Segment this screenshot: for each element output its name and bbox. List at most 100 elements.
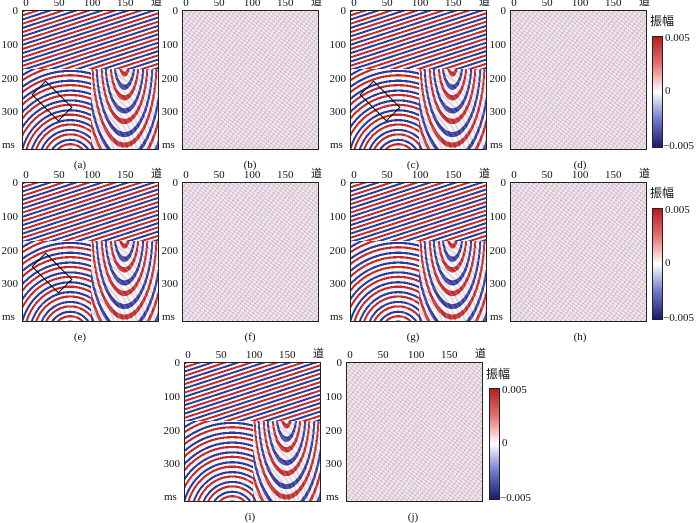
y-tick-label: 100 <box>329 210 347 223</box>
y-tick-label: 300 <box>489 106 507 119</box>
seismic-plot <box>22 182 159 322</box>
x-axis-unit: 道 <box>479 0 490 8</box>
x-tick-label: 150 <box>276 0 294 9</box>
x-tick-label: 50 <box>53 0 65 9</box>
reflection-layers <box>90 240 158 321</box>
y-tick-label: 200 <box>161 244 179 257</box>
y-tick-label: 0 <box>174 357 181 369</box>
x-tick-label: 150 <box>604 169 622 181</box>
seismic-plot <box>346 362 483 502</box>
y-axis-unit: ms <box>2 311 15 323</box>
colorbar-tick-label: 0 <box>665 257 671 269</box>
y-axis-unit: ms <box>162 139 175 151</box>
y-tick-label: 300 <box>325 458 343 471</box>
seismic-plot <box>350 10 487 150</box>
y-tick-label: 200 <box>489 244 507 257</box>
x-axis-unit: 道 <box>639 0 650 8</box>
panel-caption: (j) <box>407 511 419 523</box>
x-axis-unit: 道 <box>151 168 162 180</box>
colorbar-tick-label: −0.005 <box>663 312 694 324</box>
x-tick-label: 0 <box>511 0 517 9</box>
colorbar-tick-label: −0.005 <box>500 492 531 504</box>
y-tick-label: 300 <box>329 278 347 291</box>
x-tick-label: 0 <box>351 169 357 181</box>
y-axis-unit: ms <box>330 311 343 323</box>
x-axis-unit: 道 <box>151 0 162 8</box>
y-tick-label: 300 <box>161 106 179 119</box>
x-axis-unit: 道 <box>311 0 322 8</box>
seismic-plot <box>22 10 159 150</box>
colorbar <box>489 388 500 500</box>
y-axis-unit: ms <box>490 139 503 151</box>
x-axis-unit: 道 <box>311 168 322 180</box>
x-tick-label: 0 <box>183 0 189 9</box>
y-axis-unit: ms <box>330 139 343 151</box>
panel-caption: (f) <box>244 331 256 343</box>
x-tick-label: 50 <box>381 0 393 9</box>
x-tick-label: 100 <box>243 0 261 9</box>
y-tick-label: 0 <box>172 5 179 17</box>
colorbar-tick-label: −0.005 <box>663 140 694 152</box>
y-tick-label: 100 <box>489 210 507 223</box>
x-tick-label: 0 <box>185 349 191 361</box>
y-tick-label: 300 <box>489 278 507 291</box>
x-tick-label: 50 <box>215 349 227 361</box>
y-tick-label: 100 <box>161 210 179 223</box>
y-tick-label: 200 <box>489 72 507 85</box>
panel-caption: (e) <box>73 331 87 343</box>
seismic-plot <box>184 362 321 502</box>
y-tick-label: 0 <box>336 357 343 369</box>
reflection-layers <box>90 68 158 149</box>
colorbar-tick-label: 0.005 <box>502 384 527 396</box>
colorbar-tick-label: 0.005 <box>665 32 690 44</box>
y-tick-label: 100 <box>163 390 181 403</box>
panel-caption: (i) <box>244 511 256 523</box>
seismic-plot <box>182 182 319 322</box>
colorbar-title: 振幅 <box>650 14 675 28</box>
colorbar-title: 振幅 <box>486 367 511 381</box>
y-tick-label: 300 <box>163 458 181 471</box>
panel-caption: (b) <box>243 159 257 171</box>
y-tick-label: 100 <box>489 38 507 51</box>
x-tick-label: 50 <box>541 0 553 9</box>
x-tick-label: 150 <box>440 349 458 361</box>
y-tick-label: 100 <box>161 38 179 51</box>
x-tick-label: 100 <box>83 0 101 9</box>
x-axis-unit: 道 <box>479 168 490 180</box>
x-tick-label: 150 <box>444 0 462 9</box>
y-tick-label: 0 <box>172 177 179 189</box>
y-tick-label: 0 <box>12 5 19 17</box>
x-tick-label: 150 <box>116 169 134 181</box>
panel-caption: (c) <box>406 159 420 171</box>
x-tick-label: 150 <box>116 0 134 9</box>
reflection-layers <box>418 240 486 321</box>
y-tick-label: 0 <box>340 177 347 189</box>
y-axis-unit: ms <box>162 311 175 323</box>
y-tick-label: 0 <box>12 177 19 189</box>
y-tick-label: 100 <box>329 38 347 51</box>
x-tick-label: 50 <box>53 169 65 181</box>
x-tick-label: 50 <box>541 169 553 181</box>
x-tick-label: 0 <box>351 0 357 9</box>
x-tick-label: 0 <box>347 349 353 361</box>
y-tick-label: 300 <box>329 106 347 119</box>
colorbar-title: 振幅 <box>650 186 675 200</box>
colorbar-tick-label: 0.005 <box>665 204 690 216</box>
x-tick-label: 50 <box>381 169 393 181</box>
x-tick-label: 150 <box>278 349 296 361</box>
x-tick-label: 50 <box>377 349 389 361</box>
y-tick-label: 200 <box>161 72 179 85</box>
x-tick-label: 100 <box>243 169 261 181</box>
colorbar-tick-label: 0 <box>665 85 671 97</box>
y-axis-unit: ms <box>164 491 177 503</box>
y-tick-label: 100 <box>1 38 19 51</box>
y-tick-label: 100 <box>1 210 19 223</box>
reflection-layers <box>252 420 320 501</box>
panel-caption: (g) <box>406 331 420 343</box>
y-tick-label: 300 <box>161 278 179 291</box>
y-axis-unit: ms <box>2 139 15 151</box>
x-tick-label: 0 <box>511 169 517 181</box>
x-tick-label: 100 <box>411 0 429 9</box>
x-tick-label: 50 <box>213 0 225 9</box>
reflection-layers <box>418 68 486 149</box>
